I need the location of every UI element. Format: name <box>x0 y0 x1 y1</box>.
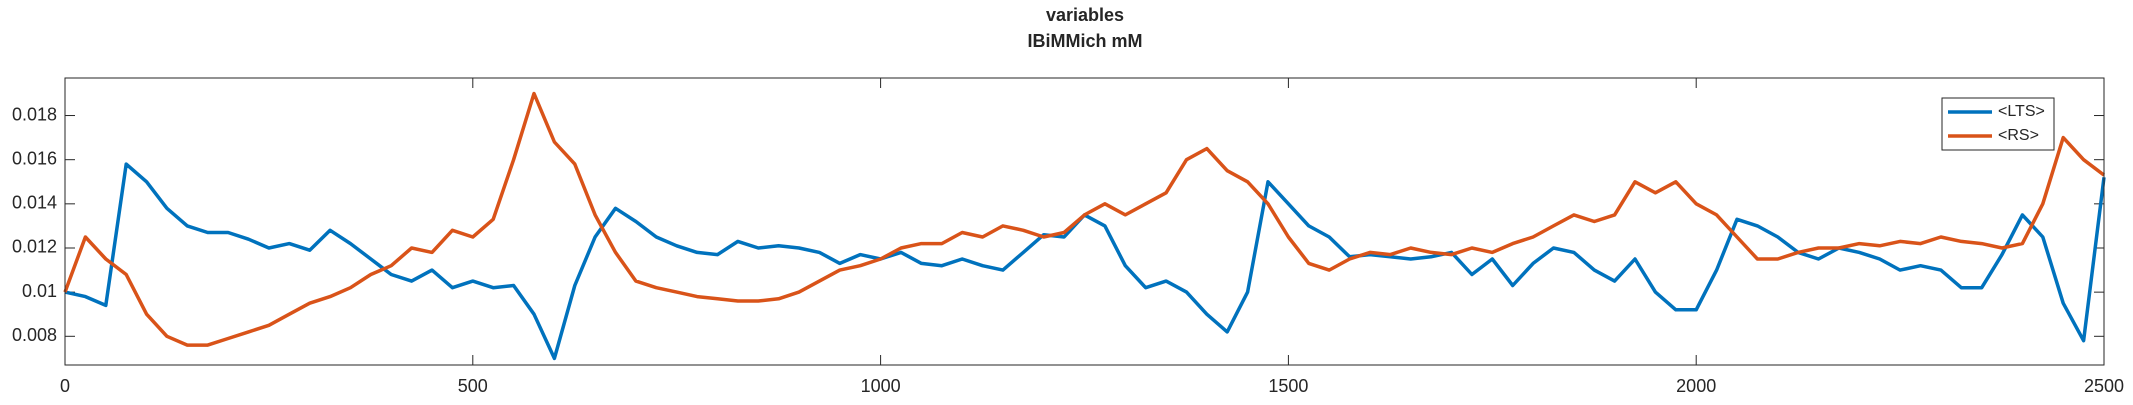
y-tick-label: 0.01 <box>22 281 57 301</box>
y-tick-label: 0.016 <box>12 148 57 168</box>
x-tick-label: 1500 <box>1268 376 1308 396</box>
axes-box <box>64 77 2105 366</box>
y-tick-label: 0.014 <box>12 193 57 213</box>
plot-area <box>65 78 2104 365</box>
x-tick-label: 1000 <box>861 376 901 396</box>
chart-title: variables <box>1046 5 1124 25</box>
y-tick-label: 0.008 <box>12 325 57 345</box>
x-tick-label: 2000 <box>1676 376 1716 396</box>
chart-subtitle: IBiMMich mM <box>1028 31 1143 51</box>
legend-label: <RS> <box>1998 127 2039 144</box>
legend-label: <LTS> <box>1998 103 2045 120</box>
legend-box <box>1941 97 2055 151</box>
series-line <box>63 91 2106 347</box>
x-tick-label: 500 <box>458 376 488 396</box>
y-tick-label: 0.018 <box>12 104 57 124</box>
x-tick-label: 2500 <box>2084 376 2124 396</box>
x-tick-label: 0 <box>60 376 70 396</box>
y-tick-label: 0.012 <box>12 237 57 257</box>
